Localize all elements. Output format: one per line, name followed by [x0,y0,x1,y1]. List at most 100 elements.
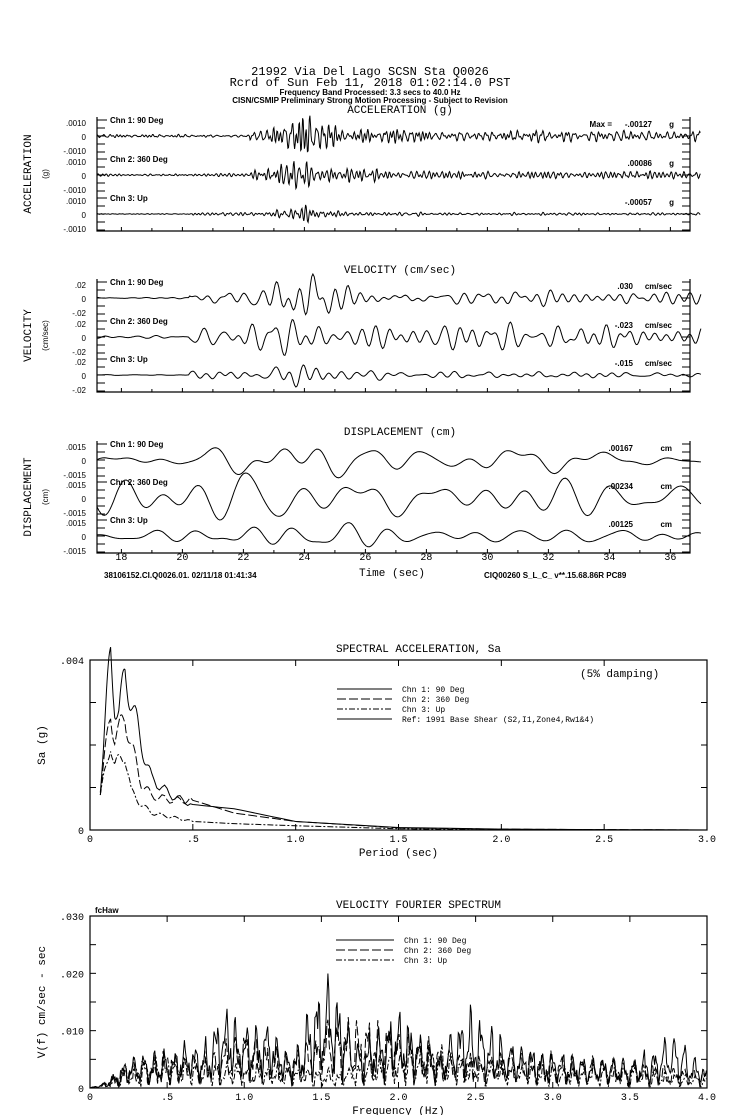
channel-label: Chn 1: 90 Deg [110,278,163,287]
channel-trace-group: .02 0 -.02 Chn 3: Up -.015 cm/sec [72,355,702,395]
time-tick-label: 32 [542,553,554,564]
footer-left-id: 38106152.CI.Q0026.01. 02/11/18 01:41:34 [104,571,257,580]
channel-trace [96,522,702,548]
x-tick-label: 2.0 [389,1093,407,1104]
series-line [99,751,707,831]
y-tick-label-zero: 0 [82,533,87,542]
legend-label: Chn 1: 90 Deg [402,686,465,695]
y-tick-label-zero: 0 [82,172,87,181]
peak-value: .00167 [609,444,634,453]
y-tick-label-zero: 0 [82,133,87,142]
peak-value: -.00127 [625,120,653,129]
x-tick-label: 2.5 [467,1093,485,1104]
y-tick-label-zero: 0 [82,211,87,220]
channel-trace-group: .0010 0 -.0010 Chn 3: Up -.00057 g [63,194,701,234]
channel-trace [96,272,702,316]
y-tick-label-bottom: -.02 [72,348,86,357]
y-tick-label-bottom: -.02 [72,386,86,395]
peak-value: .00125 [609,520,634,529]
time-tick-label: 28 [420,553,432,564]
y-tick-label: .020 [60,970,84,981]
time-history-panels: ACCELERATION (g) ACCELERATION (g) .0010 0 -.0… [23,105,702,564]
legend-label: Chn 1: 90 Deg [404,937,467,946]
panel-frame [96,441,691,554]
channel-trace-group: .0010 0 -.0010 Chn 2: 360 Deg .00086 g [63,155,701,195]
panel-frame [96,279,691,393]
peak-unit: cm/sec [645,359,673,368]
channel-label: Chn 3: Up [110,355,148,364]
time-tick-label: 22 [237,553,249,564]
channel-trace [96,115,701,153]
peak-value: .030 [617,282,633,291]
x-tick-label: 0 [87,1093,93,1104]
panel-title: DISPLACEMENT (cm) [344,427,456,439]
channel-trace [96,204,701,224]
time-tick-label: 26 [359,553,371,564]
y-tick-label-top: .0010 [66,119,87,128]
x-tick-label: 1.5 [312,1093,330,1104]
time-tick-label: 24 [298,553,310,564]
panel-ylabel: DISPLACEMENT [23,457,35,537]
panel-yunit: (g) [41,169,50,179]
x-tick-label: 3.5 [621,1093,639,1104]
y-tick-label-zero: 0 [82,457,87,466]
y-tick-label-bottom: -.02 [72,309,86,318]
legend-label: Chn 3: Up [402,706,445,715]
spectral-acceleration-chart: SPECTRAL ACCELERATION, Sa 0 .5 1.0 1.5 2.0 2.5… [37,644,716,860]
legend-label: Chn 2: 360 Deg [404,947,471,956]
x-tick-label: 3.0 [698,835,716,846]
panel-title: ACCELERATION (g) [347,105,453,117]
channel-trace-group: .0015 0 -.0015 Chn 1: 90 Deg .00167 cm [63,440,701,480]
y-tick-label-bottom: -.0010 [63,147,86,156]
damping-note: (5% damping) [580,669,659,681]
fourier-spectrum-chart: VELOCITY FOURIER SPECTRUM 0 .5 1.0 1.5 2.0 2.5… [37,900,716,1115]
peak-unit: g [669,198,674,207]
peak-unit: g [669,120,674,129]
x-tick-label: 1.0 [287,835,305,846]
x-tick-label: .5 [187,835,199,846]
channel-trace-group: .02 0 -.02 Chn 2: 360 Deg -.023 cm/sec [72,317,702,357]
channel-trace-group: .0015 0 -.0015 Chn 2: 360 Deg -.00234 cm [63,472,702,521]
y-tick-label-zero: 0 [82,334,87,343]
peak-unit: cm/sec [645,321,673,330]
footer-right-id: CIQ00260 S_L_C_ v**.15.68.86R PC89 [484,571,627,580]
y-tick-label-bottom: -.0015 [63,509,86,518]
x-tick-label: 4.0 [698,1093,716,1104]
max-prefix-label: Max = [590,120,613,129]
legend-label: Chn 3: Up [404,957,447,966]
y-tick-label-zero: 0 [82,372,87,381]
y-tick-label-top: .0010 [66,158,87,167]
series-line [89,973,707,1089]
y-axis-label: V(f) cm/sec - sec [37,946,49,1058]
x-tick-label: 3.0 [544,1093,562,1104]
time-axis-footer: Time (sec) 38106152.CI.Q0026.01. 02/11/1… [104,568,627,580]
peak-unit: cm/sec [645,282,673,291]
channel-label: Chn 1: 90 Deg [110,116,163,125]
channel-label: Chn 1: 90 Deg [110,440,163,449]
channel-label: Chn 2: 360 Deg [110,478,168,487]
panel-acceleration: ACCELERATION (g) ACCELERATION (g) .0010 0 -.0… [23,105,701,234]
y-tick-label-top: .0010 [66,197,87,206]
x-tick-label: 1.0 [235,1093,253,1104]
y-tick-label-bottom: -.0015 [63,471,86,480]
channel-trace-group: .0010 0 -.0010 Chn 1: 90 Deg Max = -.00127 g [63,115,701,156]
time-tick-label: 30 [481,553,493,564]
channel-label: Chn 2: 360 Deg [110,317,168,326]
time-tick-label: 20 [176,553,188,564]
channel-trace-group: .0015 0 -.0015 Chn 3: Up .00125 cm [63,516,702,556]
y-tick-label: 0 [78,1085,84,1096]
chart-title: VELOCITY FOURIER SPECTRUM [336,900,501,912]
time-axis-label: Time (sec) [359,568,425,580]
peak-unit: cm [660,520,672,529]
y-tick-label: .004 [60,657,84,668]
time-tick-label: 34 [603,553,615,564]
y-tick-label-bottom: -.0010 [63,225,86,234]
x-tick-label: 1.5 [389,835,407,846]
x-axis-label: Period (sec) [359,848,438,860]
peak-value: -.015 [615,359,634,368]
series-line [89,1017,707,1089]
channel-trace [96,318,702,357]
channel-trace [96,447,701,479]
